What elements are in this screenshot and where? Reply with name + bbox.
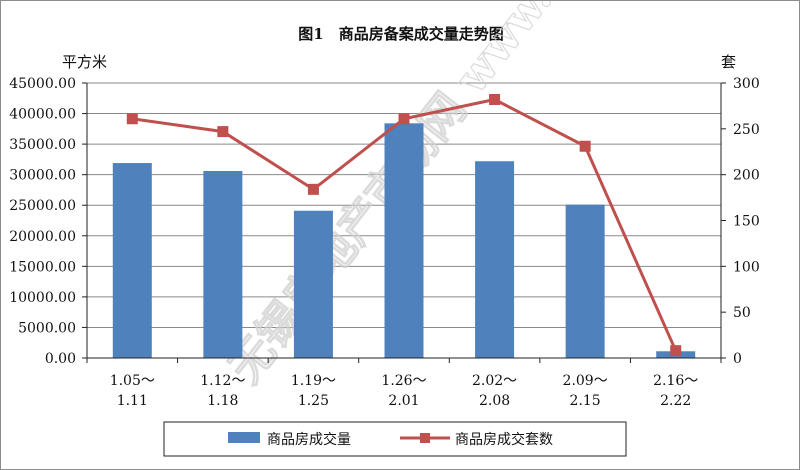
- x-tick-label: 2.22: [660, 393, 691, 409]
- line-point: [307, 183, 319, 195]
- y-right-tick-label: 0: [733, 351, 742, 367]
- y-left-tick-label: 40000.00: [9, 107, 76, 123]
- y-right-unit: 套: [721, 53, 736, 71]
- x-tick-label: 2.15: [570, 393, 601, 409]
- bar-series: [112, 123, 696, 358]
- x-tick-label: 1.12～: [200, 373, 245, 389]
- line-point: [489, 94, 501, 105]
- y-left-tick-label: 15000.00: [9, 259, 76, 275]
- y-right-tick-labels: 300 250 200 150 100 50 0: [733, 76, 760, 367]
- legend-bar-swatch: [228, 432, 260, 443]
- y-right-tick-label: 50: [733, 305, 751, 321]
- x-tick-label: 2.08: [479, 393, 510, 409]
- x-tick-label: 1.25: [298, 393, 329, 409]
- line-point: [398, 113, 410, 125]
- y-right-tick-label: 150: [733, 214, 760, 230]
- x-tick-label: 1.19～: [291, 373, 336, 389]
- y-right-tick-label: 250: [733, 122, 760, 138]
- x-tick-label: 2.09～: [563, 373, 608, 389]
- line-point: [579, 140, 591, 152]
- y-left-tick-label: 10000.00: [9, 290, 76, 306]
- x-tick-labels: 1.05～ 1.11 1.12～ 1.18 1.19～ 1.25 1.26～ 2.01 2.02…: [110, 373, 699, 409]
- bar: [475, 161, 515, 358]
- line-point: [670, 345, 682, 357]
- bar: [384, 123, 424, 358]
- bar: [565, 204, 605, 358]
- y-left-tick-label: 35000.00: [9, 137, 76, 153]
- y-right-tick-label: 200: [733, 168, 760, 184]
- y-right-tick-label: 100: [733, 259, 760, 275]
- axes: [82, 82, 726, 363]
- bar: [203, 171, 243, 358]
- y-left-tick-label: 30000.00: [9, 168, 76, 184]
- y-left-unit: 平方米: [62, 53, 107, 71]
- bar: [112, 163, 152, 358]
- y-left-tick-label: 45000.00: [9, 76, 76, 92]
- y-left-tick-label: 5000.00: [18, 320, 76, 336]
- line-point: [217, 126, 229, 138]
- x-tick-label: 1.26～: [381, 373, 426, 389]
- y-left-tick-label: 0.00: [45, 351, 76, 367]
- line-point: [126, 113, 138, 125]
- legend: 商品房成交量 商品房成交套数: [163, 421, 627, 457]
- legend-line-label: 商品房成交套数: [455, 431, 553, 448]
- y-right-tick-label: 300: [733, 76, 760, 92]
- x-tick-label: 1.11: [117, 393, 148, 409]
- chart-title: 图1 商品房备案成交量走势图: [298, 25, 503, 43]
- bar: [293, 210, 333, 358]
- x-tick-label: 2.01: [388, 393, 419, 409]
- x-tick-label: 1.05～: [110, 373, 155, 389]
- legend-bar-label: 商品房成交量: [267, 431, 351, 448]
- legend-line-marker: [420, 433, 430, 443]
- line-series: [126, 94, 682, 357]
- y-left-tick-label: 20000.00: [9, 229, 76, 245]
- x-tick-label: 2.02～: [472, 373, 517, 389]
- y-left-tick-label: 25000.00: [9, 198, 76, 214]
- x-tick-label: 2.16～: [653, 373, 698, 389]
- y-left-tick-labels: 45000.00 40000.00 35000.00 30000.00 25000.00…: [9, 76, 76, 367]
- x-tick-label: 1.18: [207, 393, 238, 409]
